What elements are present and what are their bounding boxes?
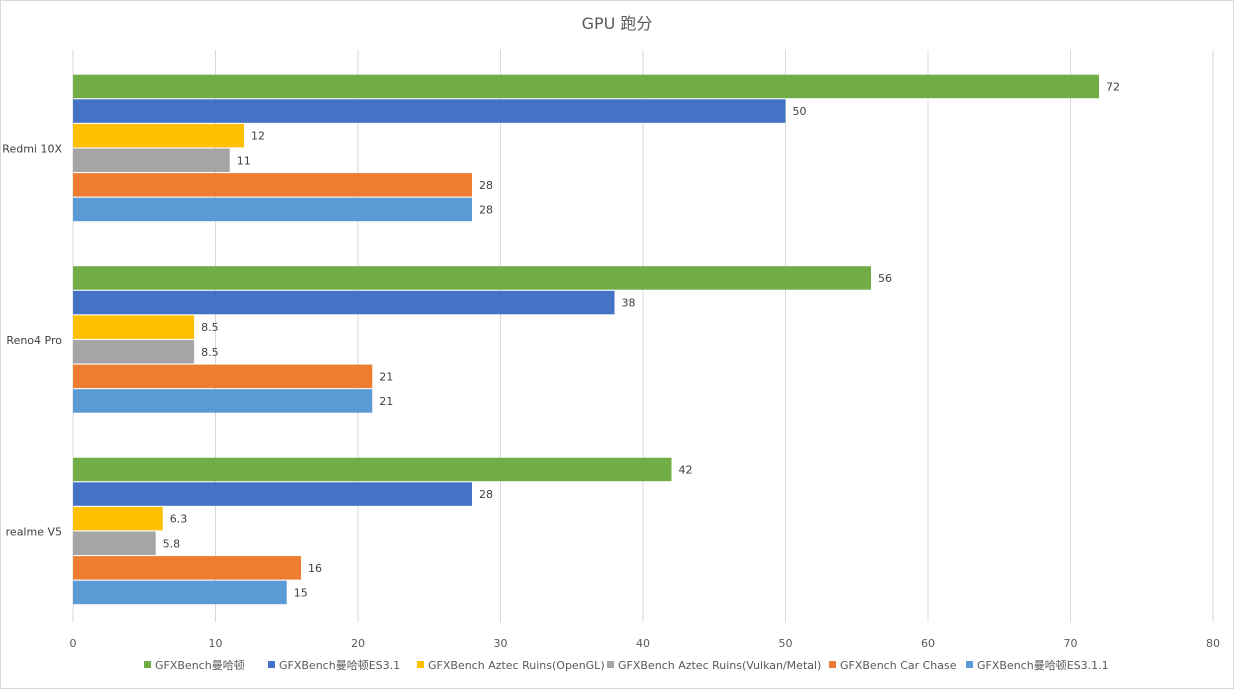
data-label: 8.5 [201,346,219,359]
data-label: 5.8 [163,537,181,550]
x-tick-label: 50 [779,637,793,650]
x-tick-label: 60 [921,637,935,650]
legend-swatch [417,661,424,668]
data-label: 16 [308,562,322,575]
data-label: 42 [679,463,693,476]
data-label: 15 [294,586,308,599]
legend-swatch [607,661,614,668]
bars [73,74,1099,605]
y-category-label: Redmi 10X [2,143,62,156]
bar [73,197,472,222]
legend-label: GFXBench曼哈顿ES3.1.1 [977,658,1109,672]
bar [73,74,1099,99]
bar [73,457,672,482]
data-label: 12 [251,130,265,143]
data-label: 28 [479,203,493,216]
x-tick-label: 30 [494,637,508,650]
bar [73,580,287,605]
bar [73,123,244,148]
x-tick-label: 80 [1206,637,1220,650]
legend-label: GFXBench曼哈顿 [155,658,245,672]
data-label: 21 [379,395,393,408]
bar [73,148,230,172]
legend-swatch [966,661,973,668]
data-label: 28 [479,488,493,501]
legend: GFXBench曼哈顿 GFXBench曼哈顿ES3.1 GFXBench Azte… [144,658,1109,672]
y-category-label: Reno4 Pro [6,334,62,347]
data-label: 72 [1106,80,1120,93]
axes: 0 10 20 30 40 50 60 70 80 Redmi 10X Reno4 Pro realm… [2,143,1220,651]
x-tick-label: 40 [636,637,650,650]
x-tick-label: 20 [351,637,365,650]
bar [73,482,472,506]
x-tick-label: 0 [70,637,77,650]
bar [73,556,301,580]
bar [73,340,195,364]
data-label: 11 [237,154,251,167]
bar [73,173,472,197]
data-label: 8.5 [201,321,219,334]
x-tick-label: 10 [209,637,223,650]
bar [73,99,786,123]
bar [73,315,195,339]
bar [73,531,156,555]
bar [73,364,373,389]
bar [73,290,615,315]
data-label: 56 [878,272,892,285]
bar [73,389,373,413]
x-tick-label: 70 [1064,637,1078,650]
legend-swatch [829,661,836,668]
legend-swatch [144,661,151,668]
data-label: 50 [793,105,807,118]
bar [73,506,163,531]
data-label: 21 [379,370,393,383]
y-category-label: realme V5 [6,526,62,539]
data-label: 38 [622,297,636,310]
legend-label: GFXBench曼哈顿ES3.1 [279,658,400,672]
legend-label: GFXBench Car Chase [840,659,957,672]
chart-title: GPU 跑分 [582,14,653,33]
legend-label: GFXBench Aztec Ruins(OpenGL) [428,659,605,672]
legend-label: GFXBench Aztec Ruins(Vulkan/Metal) [618,659,821,672]
legend-swatch [268,661,275,668]
bar [73,266,871,290]
data-label: 28 [479,179,493,192]
data-label: 6.3 [170,513,188,526]
